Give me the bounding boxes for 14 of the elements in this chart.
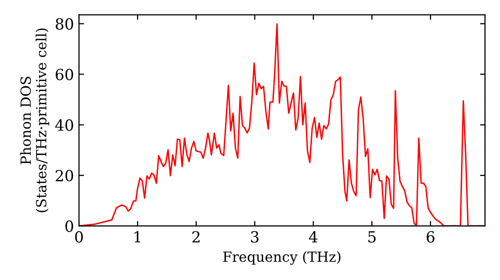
y-tick-label: 60: [56, 68, 74, 80]
y-tick-label: 20: [56, 170, 74, 182]
x-tick-label: 2: [192, 231, 200, 242]
x-axis-title: Frequency (THz): [223, 251, 340, 265]
x-tick-label: 5: [368, 231, 376, 243]
y-tick-label: 0: [65, 220, 74, 232]
x-tick-label: 1: [134, 231, 140, 242]
y-axis-title: Phonon DOS (States/THz·primitive cell): [20, 28, 50, 212]
x-tick-label: 4: [308, 231, 318, 242]
y-tick-label: 80: [56, 18, 74, 30]
y-tick-label: 40: [55, 119, 74, 131]
x-tick-label: 6: [426, 231, 434, 243]
x-tick-label: 3: [251, 231, 258, 243]
x-tick-label: 0: [75, 231, 83, 243]
